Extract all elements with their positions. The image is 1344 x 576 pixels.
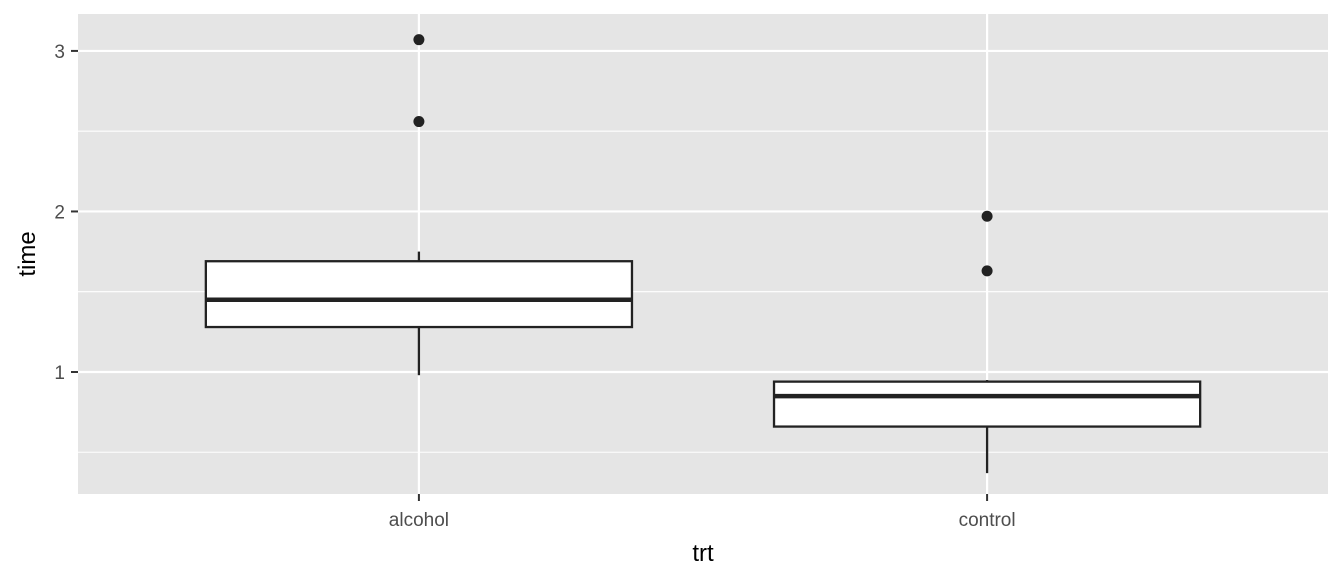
y-axis-title: time bbox=[14, 231, 41, 276]
box-iqr bbox=[204, 260, 634, 329]
box-series bbox=[204, 34, 1202, 474]
outlier-point bbox=[981, 210, 993, 222]
y-tick-label: 3 bbox=[54, 42, 65, 63]
box-iqr bbox=[772, 380, 1202, 428]
outlier-point bbox=[413, 116, 425, 128]
x-axis: alcohol control bbox=[389, 494, 1016, 531]
outlier-point bbox=[413, 34, 425, 46]
x-tick-label: control bbox=[959, 510, 1016, 531]
x-axis-title: trt bbox=[692, 540, 714, 567]
box-group-control bbox=[772, 210, 1202, 474]
y-tick-label: 2 bbox=[54, 202, 65, 223]
y-tick-label: 1 bbox=[54, 363, 65, 384]
y-axis: 1 2 3 bbox=[54, 42, 78, 384]
box-group-alcohol bbox=[204, 34, 634, 376]
x-tick-label: alcohol bbox=[389, 510, 449, 531]
outlier-point bbox=[981, 265, 993, 277]
grid-lines bbox=[78, 14, 1328, 494]
